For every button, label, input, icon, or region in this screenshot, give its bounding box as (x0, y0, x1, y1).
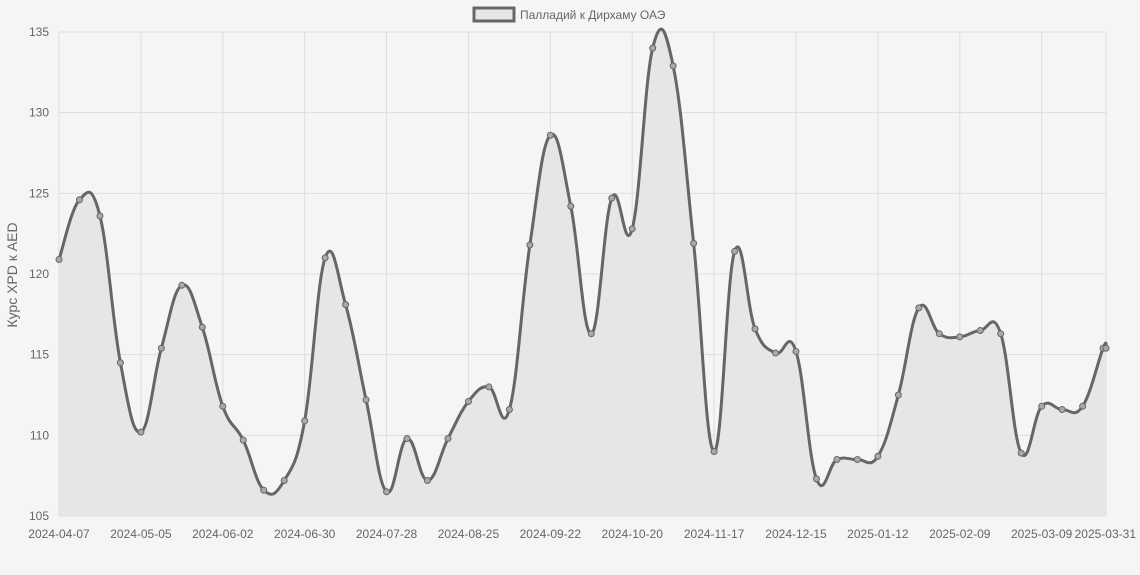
series-area (59, 29, 1107, 517)
x-tick-label: 2024-06-02 (192, 527, 254, 541)
x-tick-label: 2024-06-30 (274, 527, 336, 541)
data-point[interactable] (485, 383, 493, 391)
x-tick-label: 2024-07-28 (356, 527, 418, 541)
data-point[interactable] (444, 435, 452, 443)
data-point[interactable] (342, 301, 350, 309)
y-tick-label: 130 (29, 106, 49, 120)
data-point[interactable] (772, 349, 780, 357)
data-point[interactable] (198, 323, 206, 331)
data-point[interactable] (894, 391, 902, 399)
y-tick-label: 105 (29, 509, 49, 523)
data-point[interactable] (75, 196, 83, 204)
x-tick-label: 2024-04-07 (28, 527, 90, 541)
y-tick-label: 135 (29, 25, 49, 39)
data-point[interactable] (731, 247, 739, 255)
data-point[interactable] (96, 212, 104, 220)
y-tick-labels: 105 110 115 120 125 130 135 (29, 25, 49, 523)
y-tick-label: 125 (29, 186, 49, 200)
data-point[interactable] (178, 281, 186, 289)
data-point[interactable] (587, 330, 595, 338)
data-point[interactable] (853, 456, 861, 464)
x-tick-label: 2024-11-17 (684, 527, 745, 541)
y-tick-label: 120 (29, 267, 49, 281)
data-point[interactable] (874, 452, 882, 460)
data-point[interactable] (792, 347, 800, 355)
x-tick-label: 2024-05-05 (110, 527, 172, 541)
data-point[interactable] (956, 333, 964, 341)
data-point[interactable] (935, 330, 943, 338)
x-tick-labels: 2024-04-07 2024-05-05 2024-06-02 2024-06-30… (28, 527, 1136, 541)
x-tick-label: 2024-09-22 (520, 527, 582, 541)
data-point[interactable] (833, 456, 841, 464)
data-point[interactable] (505, 406, 513, 414)
legend-label[interactable]: Палладий к Дирхаму ОАЭ (520, 8, 666, 22)
data-point[interactable] (1017, 449, 1025, 457)
x-tick-label: 2024-08-25 (438, 527, 500, 541)
data-point[interactable] (403, 435, 411, 443)
data-point[interactable] (383, 488, 391, 496)
data-point[interactable] (219, 402, 227, 410)
y-axis-title: Курс XPD к AED (4, 222, 20, 327)
data-point[interactable] (567, 202, 575, 210)
data-point[interactable] (1058, 406, 1066, 414)
data-point[interactable] (362, 396, 370, 404)
data-point[interactable] (751, 325, 759, 333)
points-layer (55, 44, 1110, 496)
x-tick-label: 2024-10-20 (602, 527, 664, 541)
area-layer (59, 29, 1107, 517)
data-point[interactable] (464, 397, 472, 405)
y-tick-label: 115 (30, 348, 49, 362)
data-point[interactable] (1038, 402, 1046, 410)
x-tick-label: 2025-02-09 (929, 527, 991, 541)
data-point[interactable] (55, 255, 63, 263)
data-point[interactable] (137, 428, 145, 436)
x-tick-label: 2025-03-09 (1011, 527, 1073, 541)
data-point[interactable] (1102, 344, 1110, 352)
data-point[interactable] (157, 344, 165, 352)
data-point[interactable] (239, 436, 247, 444)
data-point[interactable] (116, 359, 124, 367)
data-point[interactable] (546, 131, 554, 139)
data-point[interactable] (608, 194, 616, 202)
data-point[interactable] (280, 477, 288, 485)
data-point[interactable] (260, 486, 268, 494)
x-tick-label: 2025-03-31 (1075, 527, 1137, 541)
y-tick-label: 110 (30, 428, 49, 442)
data-point[interactable] (1079, 402, 1087, 410)
data-point[interactable] (423, 477, 431, 485)
data-point[interactable] (301, 417, 309, 425)
data-point[interactable] (710, 447, 718, 455)
legend-swatch[interactable] (472, 6, 516, 23)
data-point[interactable] (997, 330, 1005, 338)
data-point[interactable] (812, 475, 820, 483)
data-point[interactable] (915, 304, 923, 312)
data-point[interactable] (628, 225, 636, 233)
data-point[interactable] (526, 241, 534, 249)
data-point[interactable] (690, 239, 698, 247)
data-point[interactable] (649, 44, 657, 52)
x-tick-label: 2025-01-12 (847, 527, 909, 541)
x-tick-label: 2024-12-15 (765, 527, 827, 541)
data-point[interactable] (669, 62, 677, 70)
data-point[interactable] (321, 254, 329, 262)
data-point[interactable] (976, 326, 984, 334)
legend[interactable]: Палладий к Дирхаму ОАЭ (472, 6, 666, 23)
